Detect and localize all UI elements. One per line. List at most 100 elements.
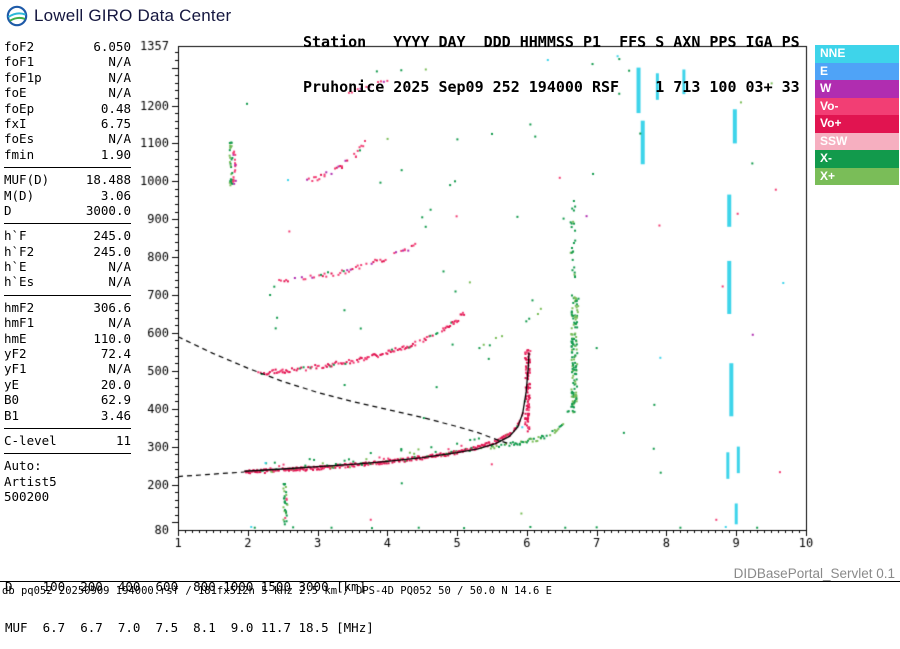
param-value: N/A [108, 85, 131, 101]
lowell-giro-logo: Lowell GIRO Data Center [6, 5, 231, 27]
param-value: 6.050 [93, 39, 131, 54]
param-group: MUF(D) 18.488 M(D) 3.06 D 3000.0 [4, 167, 131, 223]
param-label: M(D) [4, 187, 35, 203]
param-label: fxI [4, 115, 27, 131]
param-label: D [4, 202, 12, 218]
param-row-yE: yE 20.0 [4, 377, 131, 392]
distance-row: D 100 200 400 600 800 1000 1500 3000 [km… [5, 578, 367, 594]
param-row-hmF1: hmF1 N/A [4, 315, 131, 330]
status-text: db pq052 20250909 194000.rsf / 181fx512h… [2, 585, 552, 597]
param-label: hmE [4, 330, 27, 346]
param-label: foE [4, 85, 27, 101]
param-row-h`F: h`F 245.0 [4, 228, 131, 243]
param-row-Auto:: Auto: [4, 458, 131, 473]
param-value: 245.0 [93, 243, 131, 259]
param-row-foEp: foEp 0.48 [4, 101, 131, 116]
param-label: yF1 [4, 361, 27, 377]
param-value: 11 [115, 432, 131, 448]
param-row-B0: B0 62.9 [4, 392, 131, 407]
param-value: N/A [108, 315, 131, 331]
param-row-yF2: yF2 72.4 [4, 346, 131, 361]
param-label: MUF(D) [4, 172, 50, 188]
param-row-foF1p: foF1p N/A [4, 70, 131, 85]
param-row-500200: 500200 [4, 489, 131, 504]
param-row-h`F2: h`F2 245.0 [4, 244, 131, 259]
param-row-MUF(D): MUF(D) 18.488 [4, 172, 131, 187]
header-columns-line: Station YYYY DAY DDD HHMMSS P1 FFS S AXN… [303, 33, 800, 51]
param-row-D: D 3000.0 [4, 203, 131, 218]
param-label: h`F2 [4, 243, 35, 259]
header-values-line: Pruhonice 2025 Sep09 252 194000 RSF 1 71… [303, 78, 800, 96]
echo-direction-legend: NNE E W Vo- Vo+ SSW X- X+ [815, 45, 899, 185]
legend-item-SSW: SSW [815, 132, 899, 150]
param-value: N/A [108, 274, 131, 290]
giro-globe-icon [6, 5, 28, 27]
param-value: 245.0 [93, 228, 131, 244]
param-value: 1.90 [100, 146, 131, 162]
param-label: hmF2 [4, 299, 35, 315]
param-value: 20.0 [100, 376, 131, 392]
param-row-B1: B1 3.46 [4, 408, 131, 423]
param-value: 72.4 [100, 346, 131, 362]
param-label: 500200 [4, 489, 50, 505]
param-value: 62.9 [100, 392, 131, 408]
param-row-h`Es: h`Es N/A [4, 274, 131, 289]
param-row-M(D): M(D) 3.06 [4, 188, 131, 203]
param-label: Auto: [4, 458, 42, 474]
param-value: 3.46 [100, 407, 131, 423]
param-label: h`Es [4, 274, 35, 290]
legend-item-Vo+: Vo+ [815, 115, 899, 133]
param-value: N/A [108, 54, 131, 70]
param-value: 110.0 [93, 330, 131, 346]
param-row-foF1: foF1 N/A [4, 54, 131, 69]
param-value: N/A [108, 69, 131, 85]
param-value: 0.48 [100, 100, 131, 116]
param-label: yF2 [4, 346, 27, 362]
param-value: N/A [108, 361, 131, 377]
legend-item-Vo-: Vo- [815, 97, 899, 115]
param-group: Auto: Artist5 500200 [4, 453, 131, 509]
param-label: C-level [4, 432, 57, 448]
logo-text: Lowell GIRO Data Center [34, 6, 232, 25]
param-row-foF2: foF2 6.050 [4, 39, 131, 54]
param-label: fmin [4, 146, 35, 162]
param-label: foEp [4, 100, 35, 116]
param-group: h`F 245.0 h`F2 245.0 h`E N/A h`Es N/A [4, 223, 131, 295]
param-label: foF2 [4, 39, 35, 54]
param-label: yE [4, 376, 20, 392]
param-value: N/A [108, 259, 131, 275]
param-value: 6.75 [100, 115, 131, 131]
legend-item-NNE: NNE [815, 45, 899, 63]
param-value: 306.6 [93, 299, 131, 315]
param-row-hmF2: hmF2 306.6 [4, 300, 131, 315]
param-row-C-level: C-level 11 [4, 433, 131, 448]
ionogram-plot [0, 0, 900, 600]
param-value: 18.488 [85, 172, 131, 188]
param-label: B0 [4, 392, 20, 408]
param-value: 3000.0 [85, 202, 131, 218]
param-label: Artist5 [4, 473, 57, 489]
param-row-foE: foE N/A [4, 85, 131, 100]
param-label: B1 [4, 407, 20, 423]
param-group: hmF2 306.6 hmF1 N/A hmE 110.0 yF2 72.4 yF1 N/A yE 2… [4, 294, 131, 428]
servlet-version-label: DIDBasePortal_Servlet 0.1 [733, 566, 895, 581]
param-label: foF1 [4, 54, 35, 70]
param-value: N/A [108, 131, 131, 147]
param-row-yF1: yF1 N/A [4, 361, 131, 376]
param-row-Artist5: Artist5 [4, 474, 131, 489]
status-bar: db pq052 20250909 194000.rsf / 181fx512h… [0, 581, 900, 597]
station-header: Station YYYY DAY DDD HHMMSS P1 FFS S AXN… [303, 5, 800, 110]
param-row-foEs: foEs N/A [4, 131, 131, 146]
legend-item-X-: X- [815, 150, 899, 168]
param-label: hmF1 [4, 315, 35, 331]
param-row-hmE: hmE 110.0 [4, 331, 131, 346]
legend-item-X+: X+ [815, 167, 899, 185]
param-value: 3.06 [100, 187, 131, 203]
param-label: foEs [4, 131, 35, 147]
param-group: C-level 11 [4, 427, 131, 453]
legend-item-E: E [815, 62, 899, 80]
param-label: h`F [4, 228, 27, 244]
legend-item-W: W [815, 80, 899, 98]
param-group: foF2 6.050 foF1 N/A foF1p N/A foE N/A foEp 0.48 fx… [4, 38, 131, 167]
parameter-panel: foF2 6.050 foF1 N/A foF1p N/A foE N/A foEp 0.48 fx… [4, 38, 131, 510]
